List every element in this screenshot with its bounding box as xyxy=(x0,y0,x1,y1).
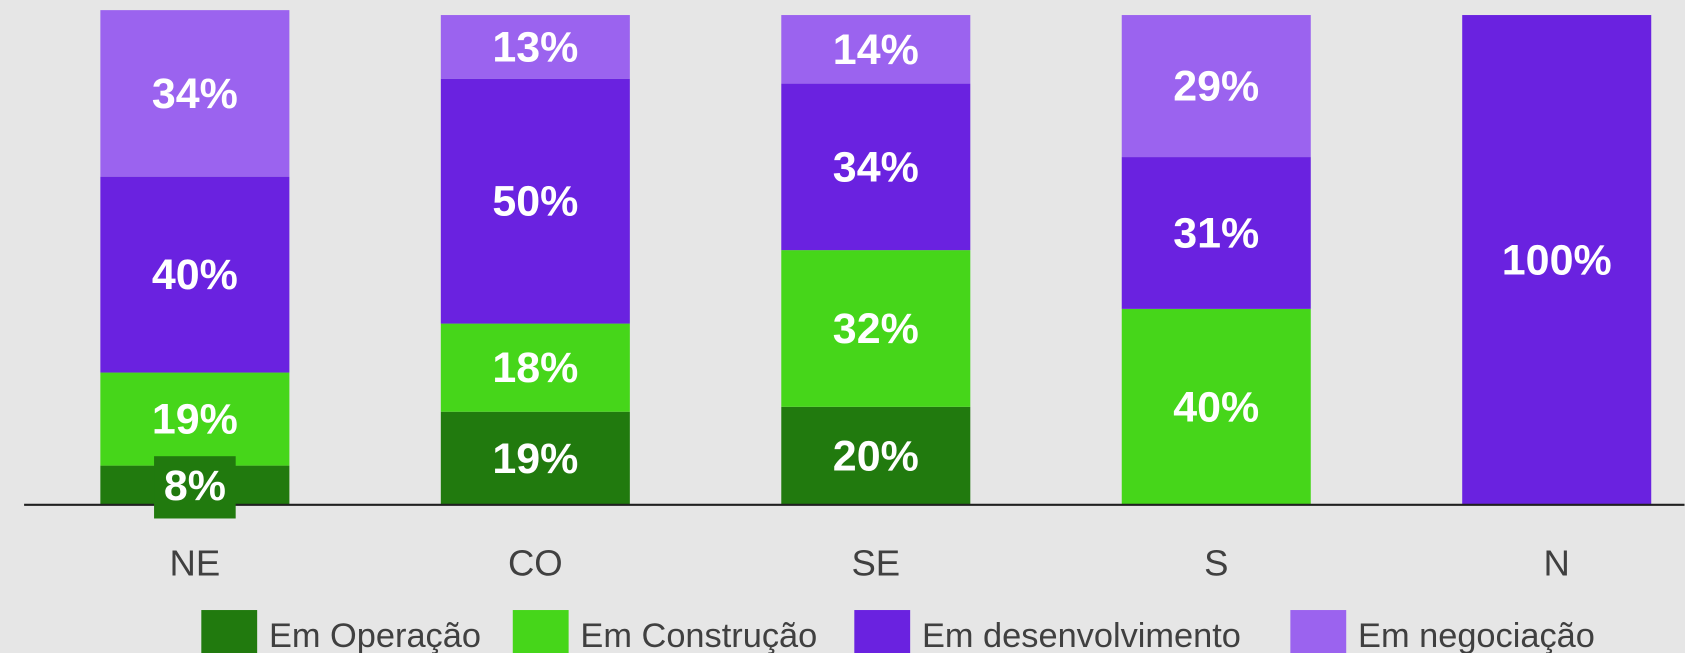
legend-swatch xyxy=(201,610,258,653)
bar-segment xyxy=(1121,15,1311,158)
bar-segment xyxy=(100,10,290,177)
data-label: 40% xyxy=(1173,383,1259,431)
data-label: 34% xyxy=(152,70,238,118)
bar-segment xyxy=(1121,157,1311,309)
data-label: 100% xyxy=(1502,236,1612,284)
bar-segment xyxy=(1121,308,1311,505)
data-label: 29% xyxy=(1173,63,1259,111)
data-label: 32% xyxy=(833,305,919,353)
data-label: 18% xyxy=(492,344,578,392)
bar-segment xyxy=(781,250,971,407)
legend-label: Em Operação xyxy=(269,617,481,653)
data-label: 8% xyxy=(164,462,226,510)
data-label: 19% xyxy=(492,435,578,483)
bar-segment xyxy=(781,83,971,251)
bar-segment xyxy=(1462,15,1652,505)
data-label: 50% xyxy=(492,178,578,226)
legend-swatch xyxy=(512,610,569,653)
legend-label: Em desenvolvimento xyxy=(922,617,1241,653)
legend-label: Em Construção xyxy=(580,617,817,653)
data-label: 19% xyxy=(152,396,238,444)
bar-segment xyxy=(100,176,290,373)
x-tick-label: N xyxy=(1544,543,1570,584)
label-background xyxy=(154,456,236,519)
data-label: 31% xyxy=(1173,210,1259,258)
legend-swatch xyxy=(854,610,911,653)
legend-label: Em negociação xyxy=(1358,617,1595,653)
data-label: 40% xyxy=(152,251,238,299)
data-label: 20% xyxy=(833,432,919,480)
bar-segment xyxy=(781,15,971,84)
bar-segment xyxy=(440,323,630,412)
data-label: 13% xyxy=(492,23,578,71)
bar-segment xyxy=(440,15,630,79)
x-tick-label: SE xyxy=(851,543,900,584)
bar-segment xyxy=(440,411,630,505)
x-tick-label: CO xyxy=(508,543,563,584)
bar-segment xyxy=(440,78,630,324)
legend-swatch xyxy=(1290,610,1347,653)
bar-segment xyxy=(100,372,290,466)
x-tick-label: S xyxy=(1204,543,1228,584)
x-tick-label: NE xyxy=(170,543,221,584)
bar-segment xyxy=(781,406,971,505)
data-label: 14% xyxy=(833,26,919,74)
data-label: 34% xyxy=(833,143,919,191)
